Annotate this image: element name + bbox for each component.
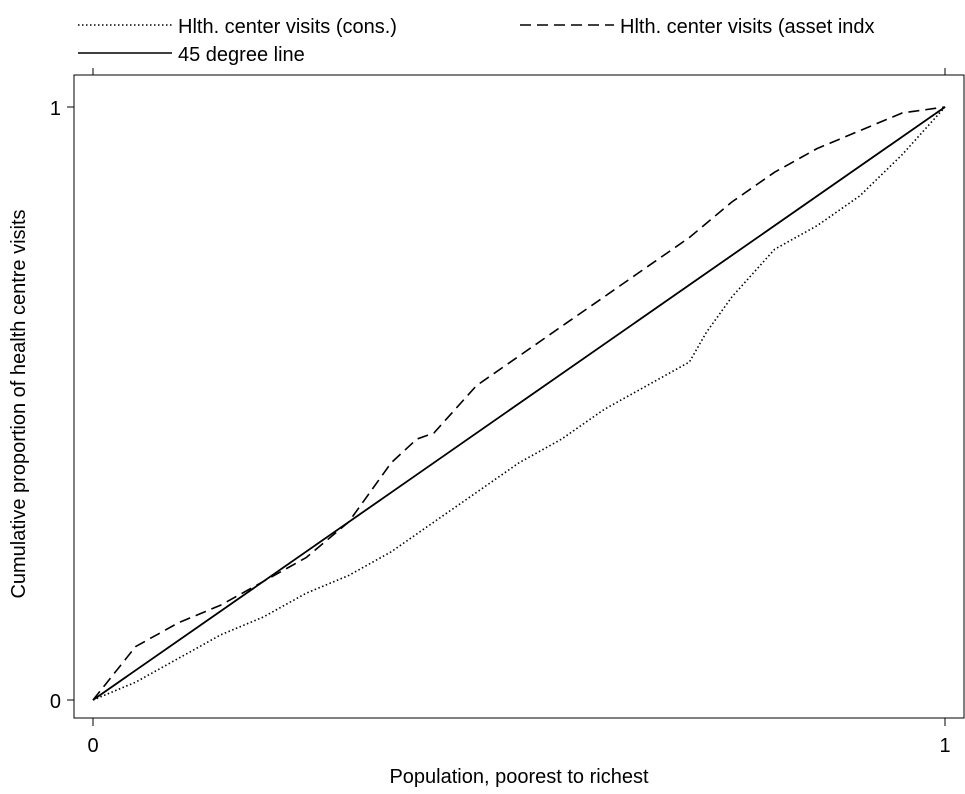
y-tick-label-1: 1 bbox=[50, 98, 61, 120]
x-axis: 0 1 Population, poorest to richest bbox=[87, 718, 951, 788]
legend: Hlth. center visits (cons.) Hlth. center… bbox=[78, 16, 875, 66]
x-tick-label-1: 1 bbox=[939, 735, 950, 757]
x-axis-label: Population, poorest to richest bbox=[389, 766, 648, 788]
plot-frame bbox=[73, 74, 965, 719]
series-line-asset-index bbox=[92, 106, 946, 701]
x-tick-label-0: 0 bbox=[87, 735, 98, 757]
legend-label-cons: Hlth. center visits (cons.) bbox=[178, 16, 397, 38]
legend-label-asset: Hlth. center visits (asset indx bbox=[620, 16, 875, 38]
legend-label-45deg: 45 degree line bbox=[178, 44, 305, 66]
series-line-45-degree bbox=[92, 106, 946, 701]
y-axis: 0 1 Cumulative proportion of health cent… bbox=[8, 98, 74, 713]
y-axis-label: Cumulative proportion of health centre v… bbox=[8, 209, 30, 598]
series-layer bbox=[92, 106, 946, 701]
y-tick-label-0: 0 bbox=[50, 691, 61, 713]
